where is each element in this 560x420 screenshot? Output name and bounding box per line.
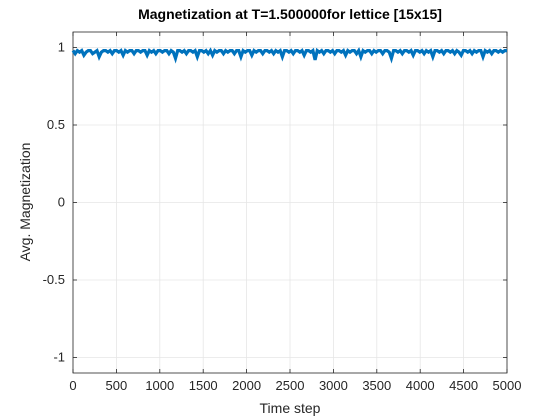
tick-layer: 0 500 1000 1500 2000 2500 3000 3500 4000 4500 5000… bbox=[43, 32, 522, 393]
x-tick-label: 2500 bbox=[276, 378, 305, 393]
magnetization-series-line bbox=[71, 47, 507, 64]
y-tick-label: -1 bbox=[53, 350, 65, 365]
x-tick-label: 1500 bbox=[189, 378, 218, 393]
x-tick-label: 4500 bbox=[449, 378, 478, 393]
x-tick-label: 500 bbox=[106, 378, 128, 393]
x-tick-label: 5000 bbox=[493, 378, 522, 393]
x-tick-label: 4000 bbox=[406, 378, 435, 393]
chart-title: Magnetization at T=1.500000for lettice [… bbox=[138, 6, 442, 22]
x-axis-label: Time step bbox=[260, 400, 321, 416]
x-tick-label: 3000 bbox=[319, 378, 348, 393]
x-tick-label: 2000 bbox=[232, 378, 261, 393]
y-tick-label: 1 bbox=[58, 40, 65, 55]
x-tick-label: 3500 bbox=[362, 378, 391, 393]
y-tick-label: 0 bbox=[58, 195, 65, 210]
series-layer bbox=[71, 47, 507, 64]
x-tick-label: 0 bbox=[69, 378, 76, 393]
y-tick-label: 0.5 bbox=[47, 117, 65, 132]
y-tick-label: -0.5 bbox=[43, 272, 65, 287]
y-axis-label: Avg. Magnetization bbox=[17, 143, 33, 262]
x-tick-label: 1000 bbox=[145, 378, 174, 393]
